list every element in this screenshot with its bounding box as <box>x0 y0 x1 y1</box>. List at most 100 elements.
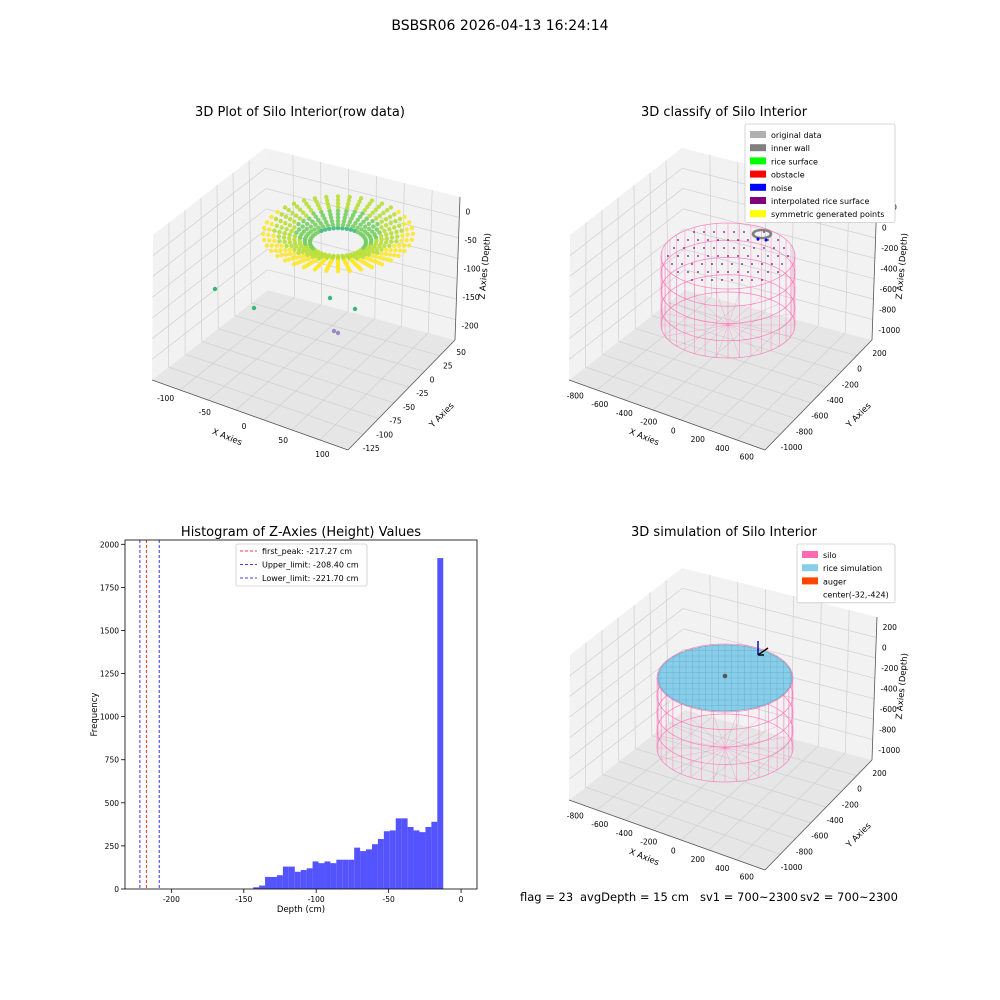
surface-point <box>317 206 322 211</box>
silo-ring <box>660 222 796 290</box>
surface-point <box>376 204 382 209</box>
interpolated-point <box>783 247 785 249</box>
surface-point <box>327 226 332 231</box>
x-tick-label: -600 <box>591 400 608 409</box>
histogram-bar <box>288 866 295 889</box>
silo-floor-spoke <box>661 747 726 760</box>
surface-point <box>335 225 341 231</box>
y-axis-line <box>764 759 873 871</box>
silo-floor-spoke <box>676 324 729 347</box>
left-pane <box>569 568 685 800</box>
interpolated-point <box>683 247 685 249</box>
outlier-point <box>327 295 333 301</box>
surface-point <box>296 221 301 227</box>
panel-title: 3D Plot of Silo Interior(row data) <box>195 105 405 120</box>
surface-point <box>292 237 297 242</box>
surface-point <box>369 198 375 203</box>
surface-point <box>313 214 318 219</box>
surface-point <box>269 214 274 220</box>
silo-floor-spoke <box>727 313 791 326</box>
surface-point <box>377 230 382 235</box>
outlier-point <box>335 330 341 336</box>
histogram-bar <box>389 830 396 889</box>
surface-point <box>379 237 384 242</box>
back-gridline <box>709 154 713 298</box>
outlier-point <box>331 328 337 334</box>
surface-point <box>328 212 333 217</box>
surface-point <box>388 205 394 210</box>
surface-point <box>307 216 312 221</box>
surface-point <box>297 207 303 212</box>
surface-point <box>287 236 292 241</box>
z-tick-label: -400 <box>881 265 898 274</box>
surface-point <box>293 255 299 260</box>
y-tick-label: -50 <box>403 403 415 412</box>
surface-point <box>281 235 287 240</box>
left-gridline <box>617 197 620 342</box>
y-tick-label: -400 <box>827 816 844 825</box>
surface-point <box>410 231 415 237</box>
floor-pane <box>569 290 872 450</box>
floor-gridline <box>668 302 857 357</box>
y-tick-label: -125 <box>363 444 380 453</box>
interpolated-point <box>757 271 759 273</box>
surface-point <box>387 227 392 232</box>
histogram-bar <box>342 859 349 889</box>
interpolated-point <box>747 255 749 257</box>
interpolated-point <box>687 239 689 241</box>
interpolated-point <box>677 239 679 241</box>
surface-point <box>308 229 314 234</box>
interpolated-point <box>743 247 745 249</box>
surface-point <box>277 229 282 235</box>
surface-point <box>394 229 399 235</box>
left-pane <box>152 148 268 380</box>
interpolated-point <box>767 271 769 273</box>
floor-gridline <box>585 366 781 435</box>
silo-floor-spoke <box>713 747 726 782</box>
surface-point <box>406 243 412 248</box>
interpolated-point <box>697 239 699 241</box>
floor-gridline <box>234 315 425 372</box>
surface-point <box>383 223 389 228</box>
interpolated-point <box>787 255 789 257</box>
histogram-bar <box>282 866 289 889</box>
surface-point <box>287 240 292 245</box>
x-tick-label: 400 <box>715 444 730 453</box>
x-axis-label: X Axies <box>211 427 244 448</box>
surface-point <box>320 224 326 229</box>
panel-histogram: Histogram of Z-Axies (Height) Values -200… <box>90 525 478 915</box>
surface-point <box>322 216 327 221</box>
interpolated-point <box>693 247 695 249</box>
surface-point <box>279 243 284 248</box>
floor-gridline <box>624 304 739 401</box>
left-gridline <box>665 580 669 723</box>
x-tick-label: 0 <box>671 426 676 435</box>
interpolated-point <box>773 247 775 249</box>
surface-point <box>312 227 317 232</box>
outlier-point <box>352 306 358 312</box>
surface-point <box>370 210 375 215</box>
surface-point <box>273 248 279 253</box>
surface-point <box>291 262 297 267</box>
surface-point <box>345 201 351 207</box>
surface-point <box>292 240 298 245</box>
panel-classify: 3D classify of Silo Interior -800 -600 -400… <box>567 105 911 462</box>
left-gridline <box>617 617 620 762</box>
surface-point <box>384 232 389 237</box>
floor-gridline <box>251 302 440 357</box>
x-tick-label: -800 <box>567 391 584 400</box>
histogram-bar <box>265 876 272 889</box>
floor-gridline <box>624 724 739 821</box>
silo-ring <box>660 257 796 324</box>
silo-floor-spoke <box>727 296 762 326</box>
surface-point <box>363 237 368 243</box>
surface-point <box>402 221 407 227</box>
inner-wall-point <box>763 236 767 240</box>
interpolated-point <box>781 263 783 265</box>
surface-point <box>287 232 292 237</box>
surface-point <box>389 235 395 240</box>
floor-gridline <box>708 745 819 851</box>
z-tick-label: -400 <box>881 685 898 694</box>
surface-point <box>406 220 412 225</box>
y-tick-label: -200 <box>842 800 859 809</box>
